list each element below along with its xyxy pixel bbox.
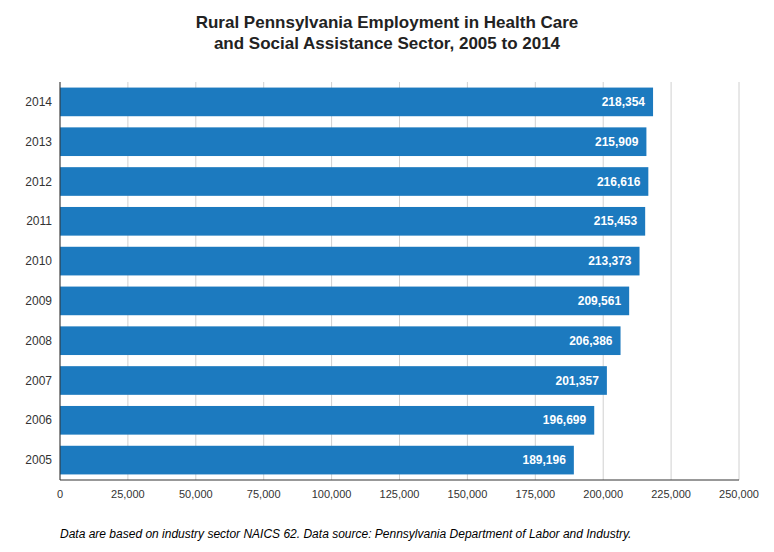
- data-label: 201,357: [555, 374, 599, 388]
- x-tick-label: 100,000: [312, 488, 352, 500]
- y-ticks: 2005 2006 2007 2008 2009 2010 2011 2012 2013 2014: [25, 95, 52, 467]
- title: Rural Pennsylvania Employment in Health …: [196, 13, 579, 53]
- grid-line: [60, 82, 61, 480]
- bar: [60, 287, 629, 316]
- y-tick-label: 2011: [26, 214, 52, 228]
- x-tick-label: 0: [57, 488, 63, 500]
- x-tick-label: 250,000: [719, 488, 759, 500]
- y-tick-label: 2009: [25, 294, 52, 308]
- x-tick-label: 125,000: [380, 488, 420, 500]
- bar: [60, 247, 640, 276]
- title-line: and Social Assistance Sector, 2005 to 20…: [214, 34, 561, 53]
- x-tick-label: 25,000: [111, 488, 145, 500]
- grid-line: [739, 82, 740, 480]
- data-label: 215,453: [594, 214, 638, 228]
- y-tick-label: 2013: [25, 135, 52, 149]
- data-label: 216,616: [597, 175, 641, 189]
- y-axis: [60, 82, 61, 480]
- x-tick-label: 225,000: [651, 488, 691, 500]
- data-label: 215,909: [595, 135, 639, 149]
- x-tick-label: 75,000: [247, 488, 281, 500]
- bar: [60, 406, 594, 435]
- grid: [60, 82, 739, 480]
- y-tick-label: 2006: [25, 413, 52, 427]
- caption: Data are based on industry sector NAICS …: [60, 527, 631, 541]
- y-tick-label: 2007: [25, 374, 52, 388]
- data-label: 218,354: [602, 95, 646, 109]
- bar: [60, 127, 646, 156]
- data-label: 189,196: [522, 453, 566, 467]
- data-label: 209,561: [578, 294, 622, 308]
- x-tick-label: 50,000: [179, 488, 213, 500]
- data-label: 206,386: [569, 334, 613, 348]
- x-tick-label: 175,000: [515, 488, 555, 500]
- x-tick-label: 150,000: [448, 488, 488, 500]
- bar: [60, 446, 574, 475]
- data-labels: 189,196 196,699 201,357 206,386 209,561 213,3…: [522, 95, 645, 467]
- x-tick-label: 200,000: [583, 488, 623, 500]
- bars: [60, 88, 653, 475]
- y-tick-label: 2014: [25, 95, 52, 109]
- bar: [60, 326, 621, 355]
- bar: [60, 366, 607, 395]
- bar: [60, 88, 653, 117]
- chart: Rural Pennsylvania Employment in Health …: [0, 0, 774, 552]
- title-line: Rural Pennsylvania Employment in Health …: [196, 13, 579, 32]
- data-label: 196,699: [543, 413, 587, 427]
- y-tick-label: 2008: [25, 334, 52, 348]
- y-tick-label: 2010: [25, 254, 52, 268]
- grid-line: [671, 82, 672, 480]
- y-tick-label: 2005: [25, 453, 52, 467]
- x-ticks: 0 25,000 50,000 75,000 100,000 125,000 150,000…: [57, 488, 759, 500]
- x-axis: [60, 480, 739, 481]
- y-tick-label: 2012: [25, 175, 52, 189]
- data-label: 213,373: [588, 254, 632, 268]
- bar: [60, 207, 645, 236]
- bar: [60, 167, 648, 196]
